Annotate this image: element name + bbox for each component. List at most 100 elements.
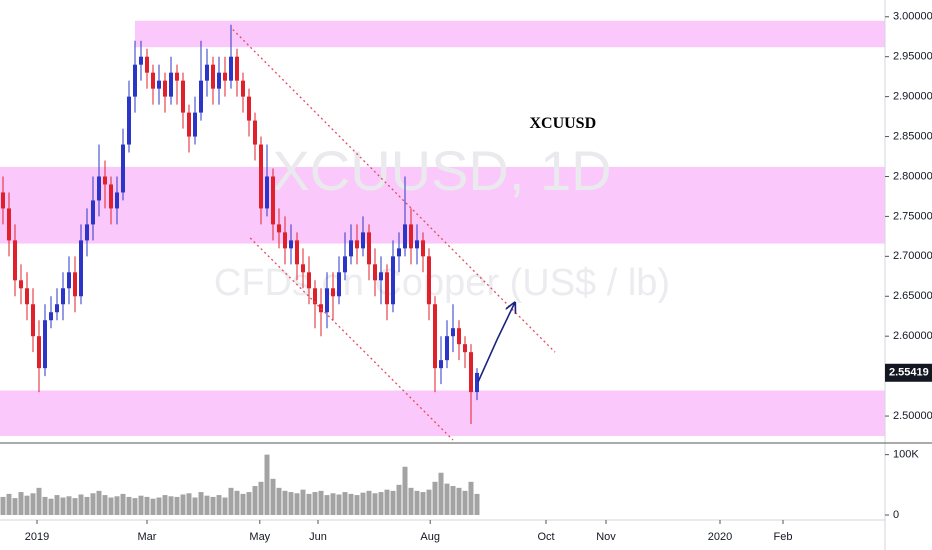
candle-body bbox=[313, 288, 317, 305]
volume-bar bbox=[78, 494, 84, 515]
candle-body bbox=[193, 112, 197, 137]
volume-bar bbox=[456, 487, 462, 515]
candle-body bbox=[37, 336, 41, 369]
volume-bar bbox=[372, 493, 378, 515]
x-tick-label: Mar bbox=[138, 531, 157, 543]
watermark: XCUUSD, 1D bbox=[272, 139, 611, 202]
candle-body bbox=[349, 240, 353, 257]
candle-body bbox=[115, 192, 119, 209]
x-tick-label: Oct bbox=[537, 531, 554, 543]
candle-body bbox=[235, 56, 239, 81]
candle-body bbox=[67, 272, 71, 289]
candle-body bbox=[85, 224, 89, 241]
watermark-subtitle: CFDs on Copper (US$ / lb) bbox=[214, 262, 670, 304]
volume-bar bbox=[276, 487, 282, 515]
candle-body bbox=[217, 72, 221, 89]
volume-bar bbox=[420, 492, 426, 515]
volume-bar bbox=[72, 498, 78, 515]
volume-bar bbox=[18, 492, 24, 515]
candle-body bbox=[433, 304, 437, 369]
volume-bar bbox=[432, 481, 438, 515]
zone bbox=[0, 166, 885, 244]
volume-bar bbox=[174, 496, 180, 515]
trend-line bbox=[232, 29, 556, 353]
candle-body bbox=[25, 288, 29, 305]
zone bbox=[135, 20, 885, 48]
y-tick-label: 2.95000 bbox=[893, 51, 932, 63]
candle-body bbox=[319, 304, 323, 313]
volume-bar bbox=[60, 497, 66, 515]
candle-body bbox=[271, 176, 275, 225]
volume-bar bbox=[408, 487, 414, 515]
candle-body bbox=[19, 280, 23, 289]
candle-body bbox=[469, 352, 473, 393]
volume-bar bbox=[390, 490, 396, 515]
candle-body bbox=[31, 304, 35, 337]
volume-bar bbox=[192, 497, 198, 515]
x-tick-label: Feb bbox=[774, 531, 793, 543]
candle-body bbox=[253, 120, 257, 145]
candle-body bbox=[211, 64, 215, 89]
candle-body bbox=[49, 312, 53, 321]
volume-tick-label: 100K bbox=[893, 449, 919, 461]
candle-body bbox=[97, 176, 101, 201]
volume-bar bbox=[288, 492, 294, 515]
volume-bar bbox=[180, 494, 186, 515]
volume-bar bbox=[312, 492, 318, 515]
candle-body bbox=[361, 232, 365, 249]
volume-bar bbox=[54, 495, 60, 515]
candle-body bbox=[277, 224, 281, 233]
volume-bar bbox=[120, 493, 126, 515]
volume-bar bbox=[96, 490, 102, 515]
volume-bar bbox=[0, 496, 6, 515]
candle-body bbox=[109, 184, 113, 209]
candle-body bbox=[421, 240, 425, 257]
candle-body bbox=[367, 232, 371, 265]
candle-body bbox=[397, 248, 401, 257]
volume-bar bbox=[402, 466, 408, 515]
candle-body bbox=[61, 288, 65, 305]
volume-bar bbox=[330, 493, 336, 515]
candle-body bbox=[307, 272, 311, 289]
candle-body bbox=[139, 56, 143, 65]
volume-bar bbox=[462, 490, 468, 515]
y-tick-label: 2.70000 bbox=[893, 250, 932, 262]
candle-body bbox=[199, 80, 203, 113]
y-tick-label: 2.65000 bbox=[893, 290, 932, 302]
candle-body bbox=[73, 272, 77, 297]
candle-body bbox=[163, 80, 167, 97]
forecast-arrow bbox=[477, 303, 515, 383]
candle-body bbox=[457, 328, 461, 345]
candle-body bbox=[145, 56, 149, 73]
volume-bar bbox=[150, 498, 156, 515]
volume-bar bbox=[318, 490, 324, 515]
volume-bar bbox=[168, 496, 174, 515]
candle-body bbox=[205, 64, 209, 81]
candle-body bbox=[427, 256, 431, 305]
volume-bar bbox=[264, 454, 270, 515]
volume-bar bbox=[198, 492, 204, 515]
volume-bar bbox=[354, 495, 360, 515]
x-tick-label: Nov bbox=[596, 531, 616, 543]
candle-body bbox=[445, 336, 449, 361]
candle-body bbox=[43, 320, 47, 369]
volume-bar bbox=[336, 494, 342, 515]
volume-bar bbox=[396, 484, 402, 515]
volume-bar bbox=[270, 478, 276, 515]
volume-bar bbox=[126, 496, 132, 515]
volume-bar bbox=[156, 497, 162, 515]
volume-bar bbox=[444, 483, 450, 515]
candle-body bbox=[379, 272, 383, 281]
volume-bar bbox=[138, 495, 144, 515]
volume-bar bbox=[246, 492, 252, 515]
volume-bar bbox=[438, 472, 444, 515]
candle-body bbox=[331, 288, 335, 297]
candle-body bbox=[247, 96, 251, 121]
candle-body bbox=[181, 80, 185, 113]
y-tick-label: 2.90000 bbox=[893, 91, 932, 103]
volume-bar bbox=[102, 495, 108, 515]
volume-bar bbox=[300, 489, 306, 515]
candle-body bbox=[151, 72, 155, 89]
candle-body bbox=[301, 264, 305, 273]
